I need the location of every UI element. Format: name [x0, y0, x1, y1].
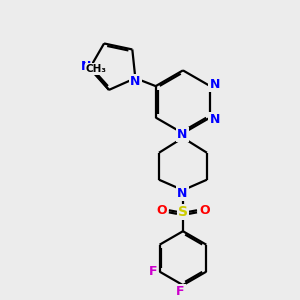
Text: F: F — [176, 285, 185, 298]
Text: F: F — [149, 265, 157, 278]
Text: N: N — [81, 61, 91, 74]
Text: N: N — [177, 187, 188, 200]
Text: N: N — [130, 75, 140, 88]
Text: O: O — [156, 204, 167, 217]
Text: N: N — [209, 78, 220, 91]
Text: N: N — [177, 128, 188, 141]
Text: CH₃: CH₃ — [85, 64, 106, 74]
Text: O: O — [199, 204, 210, 217]
Text: S: S — [178, 205, 188, 219]
Text: N: N — [209, 112, 220, 126]
